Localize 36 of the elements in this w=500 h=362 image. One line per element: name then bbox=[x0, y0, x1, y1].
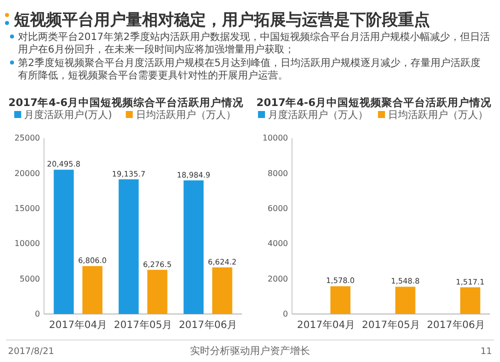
x-tick-label: 2017年05月 bbox=[114, 319, 172, 331]
legend-label: 日均活跃用户（万人） bbox=[136, 109, 236, 121]
y-tick-label: 20000 bbox=[14, 168, 40, 178]
legend-label: 月度活跃用户（万人） bbox=[268, 109, 368, 121]
x-tick-label: 2017年06月 bbox=[426, 319, 486, 331]
y-tick-label: 0 bbox=[282, 310, 288, 319]
y-tick-label: 5000 bbox=[20, 274, 40, 284]
bar bbox=[54, 170, 74, 314]
x-tick-label: 2017年05月 bbox=[362, 319, 420, 331]
y-tick-label: 10000 bbox=[262, 134, 288, 143]
x-tick-label: 2017年04月 bbox=[48, 319, 108, 331]
bar bbox=[82, 266, 102, 314]
y-tick-label: 2000 bbox=[268, 274, 288, 284]
y-tick-label: 25000 bbox=[14, 134, 40, 143]
y-tick-label: 4000 bbox=[268, 239, 288, 248]
bar bbox=[212, 267, 232, 314]
text: 11 bbox=[480, 347, 492, 357]
legend-label: 日均活跃用户（万人） bbox=[388, 109, 488, 121]
legend-label: 月度活跃用户(万人) bbox=[24, 109, 112, 121]
text: 实时分析驱动用户资产增长 bbox=[190, 345, 310, 357]
y-tick-label: 10000 bbox=[14, 239, 40, 248]
bar bbox=[118, 179, 139, 314]
chart-title: 2017年4-6月中国短视频聚合平台活跃用户情况 bbox=[256, 96, 493, 109]
y-tick-label: 15000 bbox=[14, 204, 40, 213]
chart-title: 2017年4-6月中国短视频综合平台活跃用户情况 bbox=[8, 96, 245, 109]
y-tick-label: 0 bbox=[34, 310, 40, 319]
y-tick-label: 8000 bbox=[268, 168, 288, 178]
bar bbox=[147, 270, 168, 314]
text: 对比两类平台2017年第2季度站内活跃用户数据发现，中国短视频综合平台月活用户规模小幅减少，但日活用户在6月份回升，在未来一段时间内应将加强增量用户获取； bbox=[18, 31, 490, 56]
text: 2017/8/21 bbox=[8, 347, 54, 357]
text: 第2季度短视频聚合平台月度活跃用户规模在5月达到峰值，日均活跃用户规模逐月减少，存量用户活跃度有所降低，短视频聚合平台需要更具针对性的开展用户运营。 bbox=[18, 57, 481, 82]
y-tick-label: 6000 bbox=[268, 204, 288, 213]
bar bbox=[184, 180, 204, 314]
x-tick-label: 2017年06月 bbox=[178, 319, 238, 331]
text: 短视频平台用户量相对稳定，用户拓展与运营是下阶段重点 bbox=[13, 10, 430, 29]
x-tick-label: 2017年04月 bbox=[296, 319, 356, 331]
